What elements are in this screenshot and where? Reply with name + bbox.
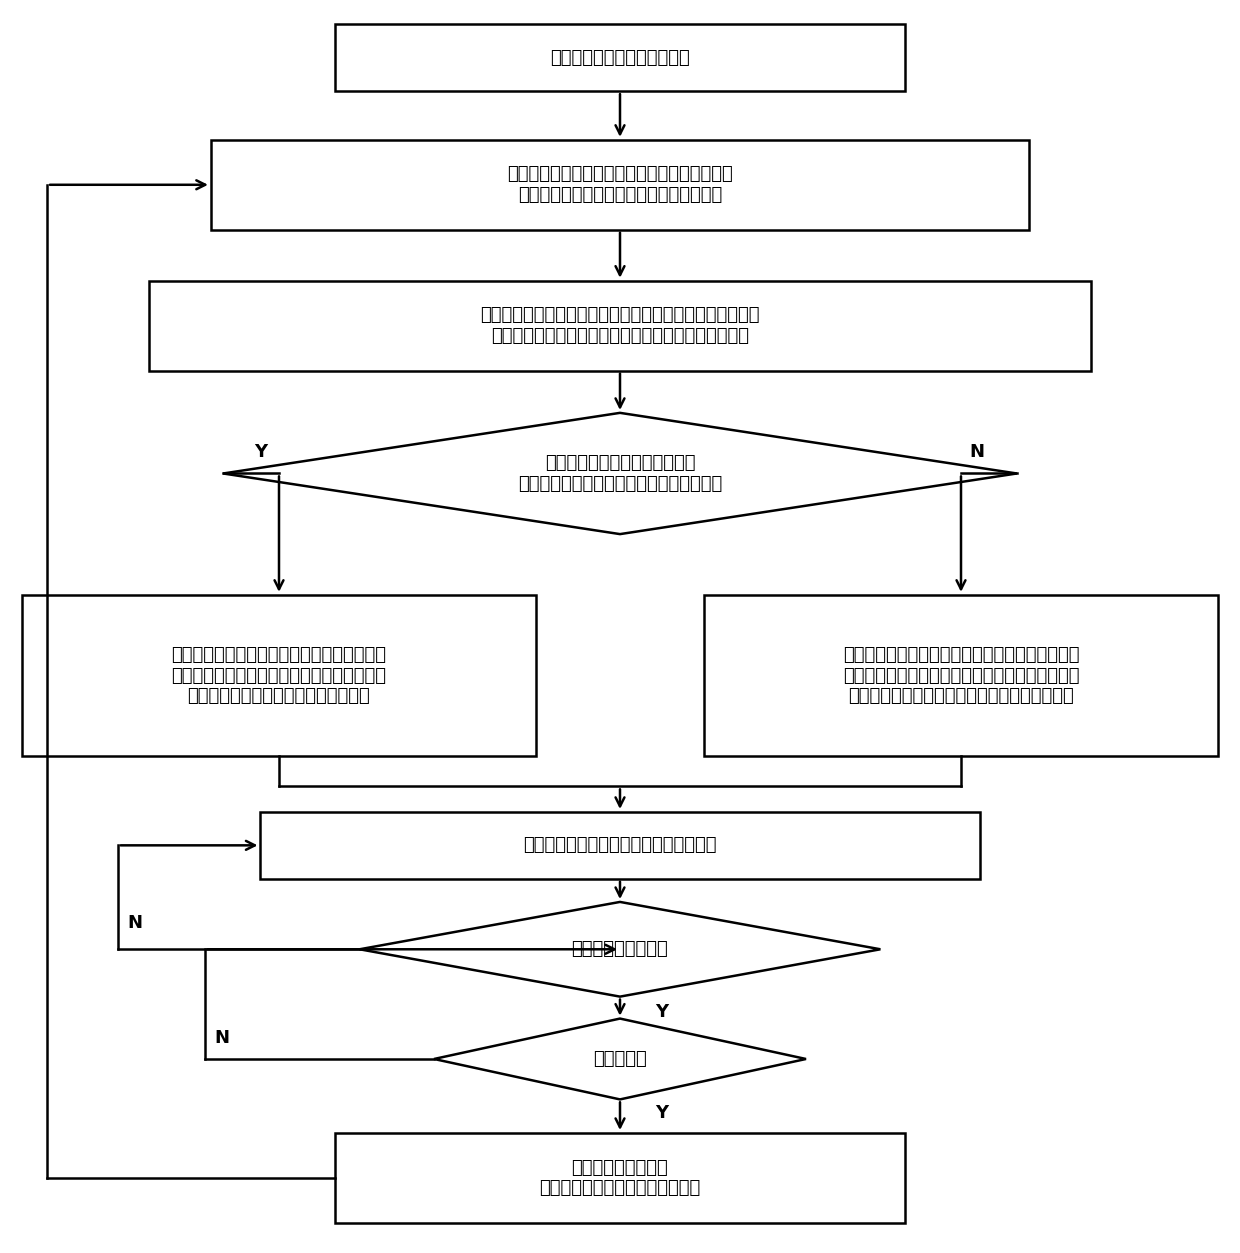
Text: 获取车辆当前剩余电量信息，根据充电桩功率，
计算充电达到所述目标电量所需的充电时长: 获取车辆当前剩余电量信息，根据充电桩功率， 计算充电达到所述目标电量所需的充电时… <box>507 165 733 204</box>
Text: N: N <box>215 1029 229 1046</box>
Bar <box>335 1133 905 1223</box>
Text: 按照选择的充电时间段方案实施充电操作: 按照选择的充电时间段方案实施充电操作 <box>523 836 717 855</box>
Text: Y: Y <box>655 1004 668 1021</box>
Text: 异常消除？: 异常消除？ <box>593 1050 647 1068</box>
Text: 获取从开始时间到用车时间跨度内所在地的分段电价信息，
并按照分段电价信息由低到高排列得到对应的时间分段: 获取从开始时间到用车时间跨度内所在地的分段电价信息， 并按照分段电价信息由低到高… <box>480 306 760 345</box>
Polygon shape <box>223 412 1017 534</box>
Text: 充电过程发生异常？: 充电过程发生异常？ <box>572 940 668 959</box>
Bar <box>260 812 980 878</box>
Polygon shape <box>434 1019 806 1099</box>
Polygon shape <box>360 902 880 996</box>
Text: 接收用户设置的充电需求信息: 接收用户设置的充电需求信息 <box>551 49 689 66</box>
Text: 按照从较低分段电价到次低分段电价的顺序，在不
同的时间分段内选择充电时间段方案，直至选择的
充电时间段方案的时间总和等于所需的充电时长: 按照从较低分段电价到次低分段电价的顺序，在不 同的时间分段内选择充电时间段方案，… <box>843 645 1079 705</box>
Bar <box>335 24 905 91</box>
Text: Y: Y <box>254 444 268 461</box>
Bar <box>22 595 537 757</box>
Text: Y: Y <box>655 1104 668 1121</box>
Text: N: N <box>970 444 985 461</box>
Text: N: N <box>128 915 143 932</box>
Bar <box>211 140 1029 229</box>
Text: 更新当前剩余电量，
更新开始时间为异常消除时的时间: 更新当前剩余电量， 更新开始时间为异常消除时的时间 <box>539 1159 701 1198</box>
Bar <box>149 281 1091 371</box>
Text: 从最低分段电价对应的一个或多个时间分段中
选择充电时间段方案，使选择的所述充电时间
段方案的时间总和等于所需的充电时长: 从最低分段电价对应的一个或多个时间分段中 选择充电时间段方案，使选择的所述充电时… <box>171 645 387 705</box>
Bar <box>704 595 1218 757</box>
Text: 最低分段电价对应的一个或多个
时间分段的时间总和大于所需的充电时长？: 最低分段电价对应的一个或多个 时间分段的时间总和大于所需的充电时长？ <box>518 454 722 492</box>
